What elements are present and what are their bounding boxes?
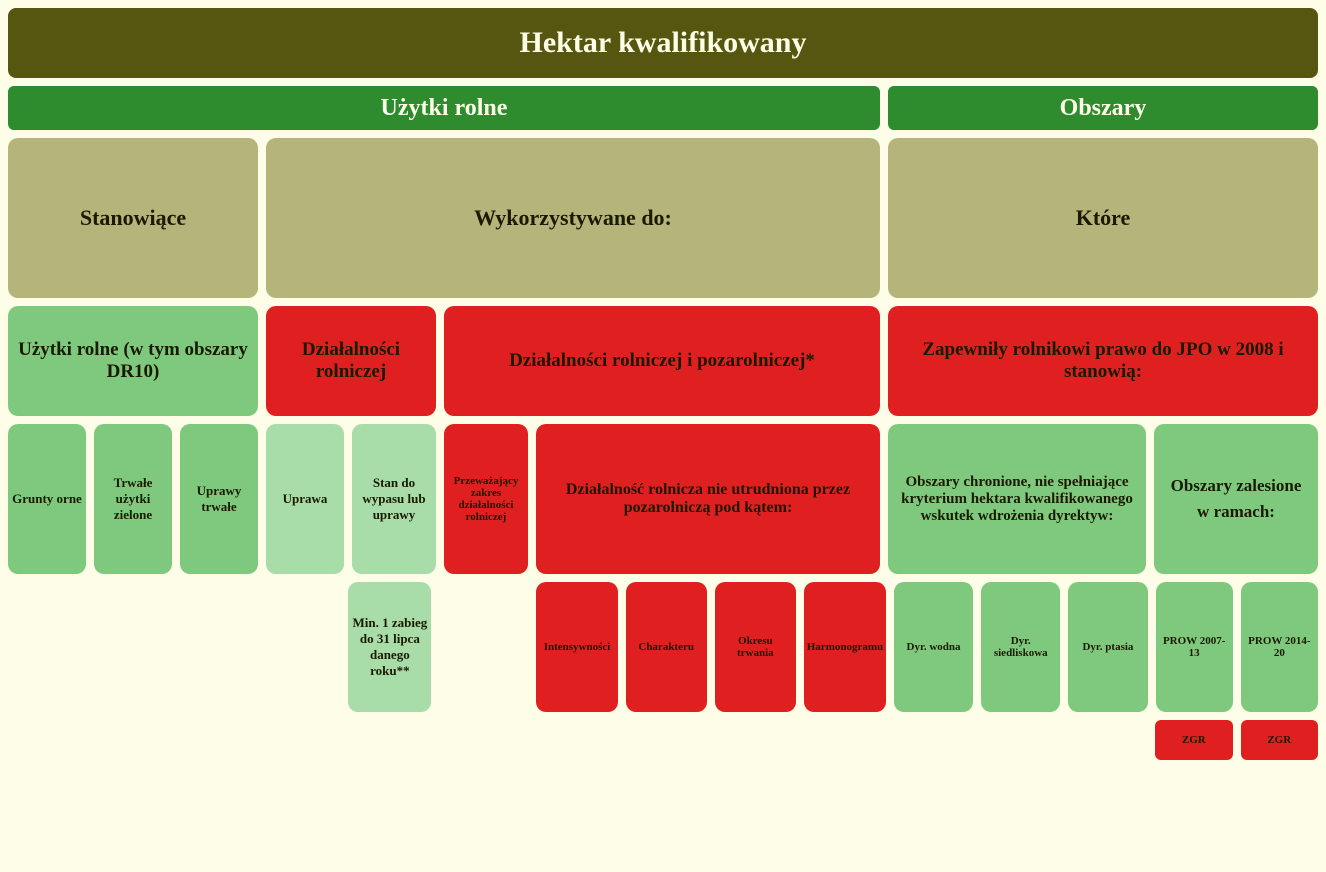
l4-stan-wypasu: Stan do wypasu lub uprawy [352, 424, 436, 574]
section-right: Obszary [888, 86, 1318, 130]
l4-obszary-zalesione: Obszary zalesione w ramach: [1154, 424, 1318, 574]
l2-stanowiace: Stanowiące [8, 138, 258, 298]
l4-zalesione-line2: w ramach: [1197, 502, 1275, 522]
l5-min1-zabieg: Min. 1 zabieg do 31 lipca danego roku** [348, 582, 431, 712]
title-bar: Hektar kwalifikowany [8, 8, 1318, 78]
l6-zgr-1: ZGR [1155, 720, 1232, 760]
l5-okresu: Okresu trwania [715, 582, 796, 712]
l5-harmonogramu: Harmonogramu [804, 582, 886, 712]
l3-zapewnily: Zapewniły rolnikowi prawo do JPO w 2008 … [888, 306, 1318, 416]
l5-intensywnosci: Intensywności [536, 582, 617, 712]
l3-dzial-poza: Działalności rolniczej i pozarolniczej* [444, 306, 880, 416]
l4-uprawa: Uprawa [266, 424, 344, 574]
l4-przewazajacy: Przeważający zakres działalności rolnicz… [444, 424, 528, 574]
l2-ktore: Które [888, 138, 1318, 298]
l5-prow-2007: PROW 2007-13 [1156, 582, 1233, 712]
l2-wykorzystywane: Wykorzystywane do: [266, 138, 880, 298]
l3-dzial-roln: Działalności rolniczej [266, 306, 436, 416]
section-left: Użytki rolne [8, 86, 880, 130]
l4-uprawy-trwale: Uprawy trwałe [180, 424, 258, 574]
l4-trwale-uzytki: Trwałe użytki zielone [94, 424, 172, 574]
l4-zalesione-line1: Obszary zalesione [1171, 476, 1302, 496]
l5-charakteru: Charakteru [626, 582, 707, 712]
l4-grunty-orne: Grunty orne [8, 424, 86, 574]
l4-dzialalnosc-nieutrudniona: Działalność rolnicza nie utrudniona prze… [536, 424, 880, 574]
l5-prow-2014: PROW 2014-20 [1241, 582, 1318, 712]
l3-uzytki: Użytki rolne (w tym obszary DR10) [8, 306, 258, 416]
l6-zgr-2: ZGR [1241, 720, 1318, 760]
l5-dyr-wodna: Dyr. wodna [894, 582, 973, 712]
l4-obszary-chronione: Obszary chronione, nie spełniające kryte… [888, 424, 1146, 574]
l5-dyr-siedliskowa: Dyr. siedliskowa [981, 582, 1060, 712]
l5-dyr-ptasia: Dyr. ptasia [1068, 582, 1147, 712]
